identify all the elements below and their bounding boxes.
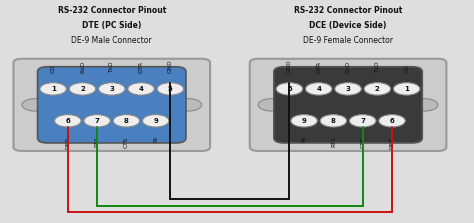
Circle shape [84, 115, 110, 127]
Text: 7: 7 [95, 118, 100, 124]
Circle shape [349, 115, 376, 127]
Circle shape [258, 99, 285, 111]
Circle shape [157, 83, 183, 95]
Text: RS-232 Connector Pinout: RS-232 Connector Pinout [294, 6, 402, 15]
Text: 2: 2 [375, 86, 380, 92]
Text: 8: 8 [124, 118, 129, 124]
Text: CD: CD [404, 65, 409, 73]
Text: 5: 5 [168, 86, 173, 92]
Text: DE-9 Female Connector: DE-9 Female Connector [303, 36, 393, 45]
Text: CD: CD [51, 65, 55, 73]
Text: 9: 9 [153, 118, 158, 124]
Text: TxD: TxD [109, 62, 114, 73]
Text: 4: 4 [316, 86, 321, 92]
Text: DTR: DTR [138, 61, 144, 73]
Text: 5: 5 [287, 86, 292, 92]
Text: GND: GND [168, 60, 173, 73]
Text: 4: 4 [138, 86, 144, 92]
Text: RxD: RxD [80, 61, 85, 73]
Circle shape [128, 83, 155, 95]
Text: CTS: CTS [360, 136, 365, 148]
Text: 6: 6 [65, 118, 70, 124]
Circle shape [175, 99, 201, 111]
Text: CTS: CTS [124, 136, 129, 148]
Circle shape [55, 115, 81, 127]
Text: RxD: RxD [346, 61, 351, 73]
Text: DTR: DTR [316, 61, 321, 73]
Text: DE-9 Male Connector: DE-9 Male Connector [72, 36, 152, 45]
FancyBboxPatch shape [250, 59, 447, 151]
Text: 6: 6 [390, 118, 394, 124]
Circle shape [306, 83, 332, 95]
Circle shape [393, 83, 420, 95]
Text: RI: RI [153, 136, 158, 142]
Circle shape [22, 99, 48, 111]
Text: TxD: TxD [375, 62, 380, 73]
Circle shape [69, 83, 96, 95]
Text: GND: GND [287, 60, 292, 73]
Text: 2: 2 [80, 86, 85, 92]
FancyBboxPatch shape [13, 59, 210, 151]
Text: DSR: DSR [390, 136, 394, 149]
Text: RS-232 Connector Pinout: RS-232 Connector Pinout [57, 6, 166, 15]
Text: 1: 1 [51, 86, 55, 92]
FancyBboxPatch shape [37, 67, 186, 143]
Circle shape [40, 83, 66, 95]
Circle shape [364, 83, 391, 95]
Circle shape [276, 83, 303, 95]
Text: 8: 8 [331, 118, 336, 124]
Text: 9: 9 [301, 118, 307, 124]
Circle shape [113, 115, 140, 127]
Text: 1: 1 [404, 86, 409, 92]
Text: DSR: DSR [65, 136, 70, 149]
Text: RI: RI [301, 136, 307, 142]
Circle shape [335, 83, 361, 95]
FancyBboxPatch shape [274, 67, 422, 143]
Circle shape [99, 83, 125, 95]
Text: RTS: RTS [95, 136, 100, 147]
Circle shape [143, 115, 169, 127]
Circle shape [291, 115, 318, 127]
Circle shape [320, 115, 346, 127]
Text: DTE (PC Side): DTE (PC Side) [82, 21, 141, 30]
Text: DCE (Device Side): DCE (Device Side) [310, 21, 387, 30]
Circle shape [411, 99, 438, 111]
Text: RTS: RTS [331, 136, 336, 147]
Circle shape [379, 115, 405, 127]
Text: 7: 7 [360, 118, 365, 124]
Text: 3: 3 [109, 86, 114, 92]
Text: 3: 3 [346, 86, 350, 92]
